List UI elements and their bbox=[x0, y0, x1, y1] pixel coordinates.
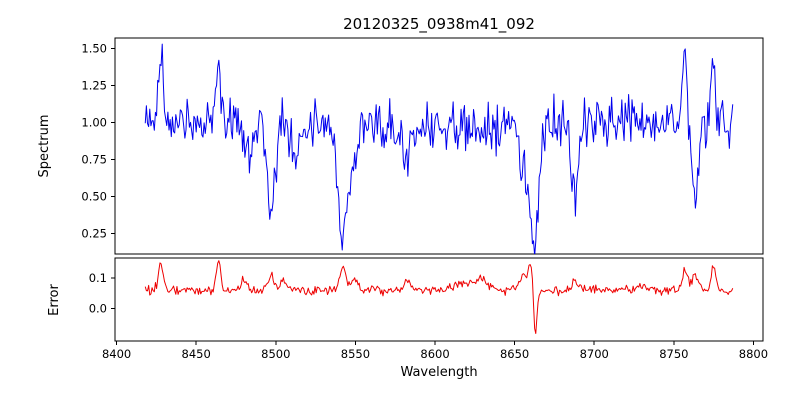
spectrum-ytick-label: 1.50 bbox=[81, 41, 107, 55]
series-layer bbox=[144, 43, 734, 334]
chart-title: 20120325_0938m41_092 bbox=[343, 15, 535, 34]
xtick-label: 8500 bbox=[261, 347, 290, 361]
xtick-label: 8750 bbox=[659, 347, 688, 361]
axes-layer: 0.25 0.50 0.75 1.00 1.25 1.50 0.0 0.1 8400 8450 85… bbox=[81, 37, 768, 361]
xaxis-label: Wavelength bbox=[400, 365, 477, 380]
xtick-label: 8450 bbox=[182, 347, 211, 361]
spectrum-ytick-label: 1.25 bbox=[81, 78, 107, 92]
error-ytick-label: 0.0 bbox=[89, 302, 107, 316]
xtick-label: 8400 bbox=[102, 347, 131, 361]
error-ytick-label: 0.1 bbox=[89, 271, 107, 285]
spectrum-ytick-label: 1.00 bbox=[81, 115, 107, 129]
spectrum-ytick-label: 0.50 bbox=[81, 189, 107, 203]
error-axes-spine bbox=[114, 257, 764, 342]
xtick-label: 8800 bbox=[739, 347, 768, 361]
xtick-label: 8600 bbox=[420, 347, 449, 361]
error-line bbox=[144, 260, 734, 334]
spectrum-ytick-label: 0.25 bbox=[81, 226, 107, 240]
spectrum-ytick-label: 0.75 bbox=[81, 152, 107, 166]
xtick-label: 8700 bbox=[580, 347, 609, 361]
xtick-label: 8550 bbox=[341, 347, 370, 361]
spectrum-line bbox=[144, 43, 734, 254]
spectrum-axes-spine bbox=[114, 37, 764, 255]
yaxis-label-spectrum: Spectrum bbox=[37, 115, 52, 178]
xtick-label: 8650 bbox=[500, 347, 529, 361]
yaxis-label-error: Error bbox=[47, 284, 62, 316]
